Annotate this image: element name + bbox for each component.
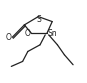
Text: O: O [5, 33, 11, 42]
Text: S: S [36, 15, 41, 24]
Text: Sn: Sn [47, 29, 57, 38]
Text: O: O [25, 29, 31, 38]
